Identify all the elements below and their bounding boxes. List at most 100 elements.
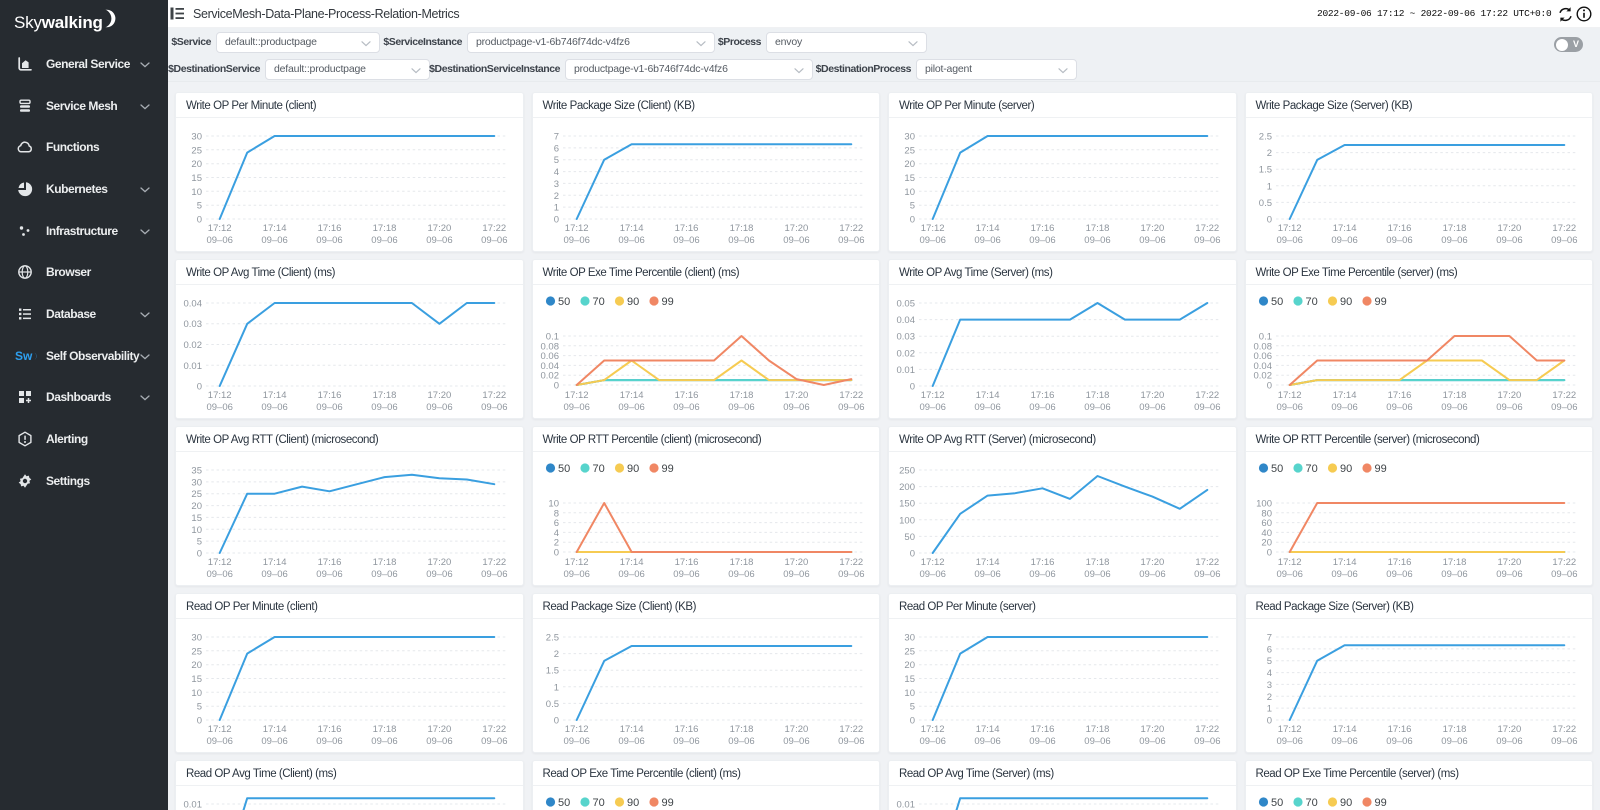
svg-text:25: 25 [904,646,915,657]
svg-text:09–06: 09–06 [838,402,864,413]
svg-text:17:20: 17:20 [1141,557,1165,568]
svg-text:17:14: 17:14 [263,223,287,234]
svg-text:0: 0 [553,716,558,727]
svg-text:17:12: 17:12 [1277,390,1301,401]
svg-text:4: 4 [553,528,558,539]
svg-text:17:14: 17:14 [1332,223,1356,234]
svg-text:3: 3 [1266,680,1271,691]
svg-text:09–06: 09–06 [974,402,1000,413]
svg-text:09–06: 09–06 [1551,402,1577,413]
svg-text:8: 8 [553,508,558,519]
svg-text:30: 30 [191,132,202,143]
svg-text:0.02: 0.02 [897,348,916,359]
svg-text:09–06: 09–06 [728,736,754,747]
svg-text:09–06: 09–06 [563,402,589,413]
svg-text:09–06: 09–06 [919,569,945,580]
svg-text:17:14: 17:14 [619,390,643,401]
svg-text:09–06: 09–06 [481,736,507,747]
svg-text:09–06: 09–06 [919,235,945,246]
svg-text:09–06: 09–06 [673,235,699,246]
svg-text:0.1: 0.1 [1258,332,1271,343]
svg-text:0.01: 0.01 [184,361,203,372]
svg-text:09–06: 09–06 [316,569,342,580]
svg-text:10: 10 [191,525,202,536]
svg-text:09–06: 09–06 [618,235,644,246]
svg-text:17:18: 17:18 [1442,390,1466,401]
svg-text:17:20: 17:20 [1497,557,1521,568]
svg-text:17:12: 17:12 [921,557,945,568]
svg-text:15: 15 [191,173,202,184]
svg-text:0.04: 0.04 [184,299,203,310]
svg-text:50: 50 [558,463,570,475]
svg-text:17:14: 17:14 [976,724,1000,735]
svg-text:17:16: 17:16 [1387,724,1411,735]
svg-text:17:12: 17:12 [564,724,588,735]
svg-text:25: 25 [191,489,202,500]
svg-text:1.5: 1.5 [1258,165,1271,176]
svg-text:0.03: 0.03 [184,319,203,330]
svg-text:0: 0 [910,382,915,393]
svg-text:09–06: 09–06 [1194,235,1220,246]
svg-text:17:14: 17:14 [1332,724,1356,735]
svg-text:17:16: 17:16 [674,724,698,735]
svg-text:2: 2 [553,191,558,202]
svg-text:17:12: 17:12 [564,557,588,568]
svg-text:17:20: 17:20 [1141,390,1165,401]
svg-text:17:22: 17:22 [482,557,506,568]
svg-text:50: 50 [904,532,915,543]
svg-text:5: 5 [197,702,202,713]
svg-text:0: 0 [553,215,558,226]
svg-text:09–06: 09–06 [1194,736,1220,747]
svg-text:5: 5 [553,155,558,166]
svg-text:09–06: 09–06 [1441,235,1467,246]
svg-text:09–06: 09–06 [206,736,232,747]
svg-text:17:20: 17:20 [1497,724,1521,735]
svg-text:09–06: 09–06 [728,235,754,246]
svg-text:09–06: 09–06 [1551,736,1577,747]
svg-text:09–06: 09–06 [1194,402,1220,413]
svg-text:09–06: 09–06 [728,402,754,413]
svg-text:10: 10 [904,688,915,699]
svg-text:09–06: 09–06 [1276,569,1302,580]
svg-text:09–06: 09–06 [618,569,644,580]
svg-text:15: 15 [191,674,202,685]
svg-text:09–06: 09–06 [673,569,699,580]
svg-text:50: 50 [558,296,570,308]
svg-text:17:20: 17:20 [784,557,808,568]
svg-text:6: 6 [553,518,558,529]
svg-text:09–06: 09–06 [838,569,864,580]
svg-text:09–06: 09–06 [1029,569,1055,580]
svg-text:0.01: 0.01 [897,800,916,810]
svg-text:09–06: 09–06 [261,235,287,246]
svg-text:09–06: 09–06 [426,569,452,580]
svg-text:09–06: 09–06 [1276,235,1302,246]
svg-text:09–06: 09–06 [1386,402,1412,413]
svg-text:17:12: 17:12 [564,390,588,401]
svg-text:90: 90 [627,463,639,475]
svg-text:09–06: 09–06 [1139,402,1165,413]
svg-text:70: 70 [1305,797,1317,809]
svg-text:17:14: 17:14 [1332,390,1356,401]
svg-text:09–06: 09–06 [1194,569,1220,580]
svg-text:17:20: 17:20 [784,223,808,234]
svg-text:70: 70 [592,797,604,809]
svg-text:35: 35 [191,466,202,477]
svg-text:09–06: 09–06 [1084,736,1110,747]
svg-text:09–06: 09–06 [1441,569,1467,580]
svg-text:99: 99 [1374,296,1386,308]
svg-text:09–06: 09–06 [1551,235,1577,246]
svg-text:10: 10 [904,187,915,198]
svg-text:09–06: 09–06 [371,569,397,580]
svg-text:0: 0 [910,215,915,226]
svg-text:150: 150 [899,499,915,510]
svg-text:20: 20 [904,159,915,170]
svg-text:10: 10 [191,688,202,699]
svg-text:4: 4 [1266,668,1271,679]
svg-text:0.1: 0.1 [545,332,558,343]
svg-text:100: 100 [1256,499,1272,510]
svg-text:0: 0 [910,549,915,560]
svg-text:30: 30 [191,633,202,644]
svg-text:17:16: 17:16 [318,557,342,568]
svg-text:09–06: 09–06 [1331,569,1357,580]
svg-text:17:22: 17:22 [1195,724,1219,735]
